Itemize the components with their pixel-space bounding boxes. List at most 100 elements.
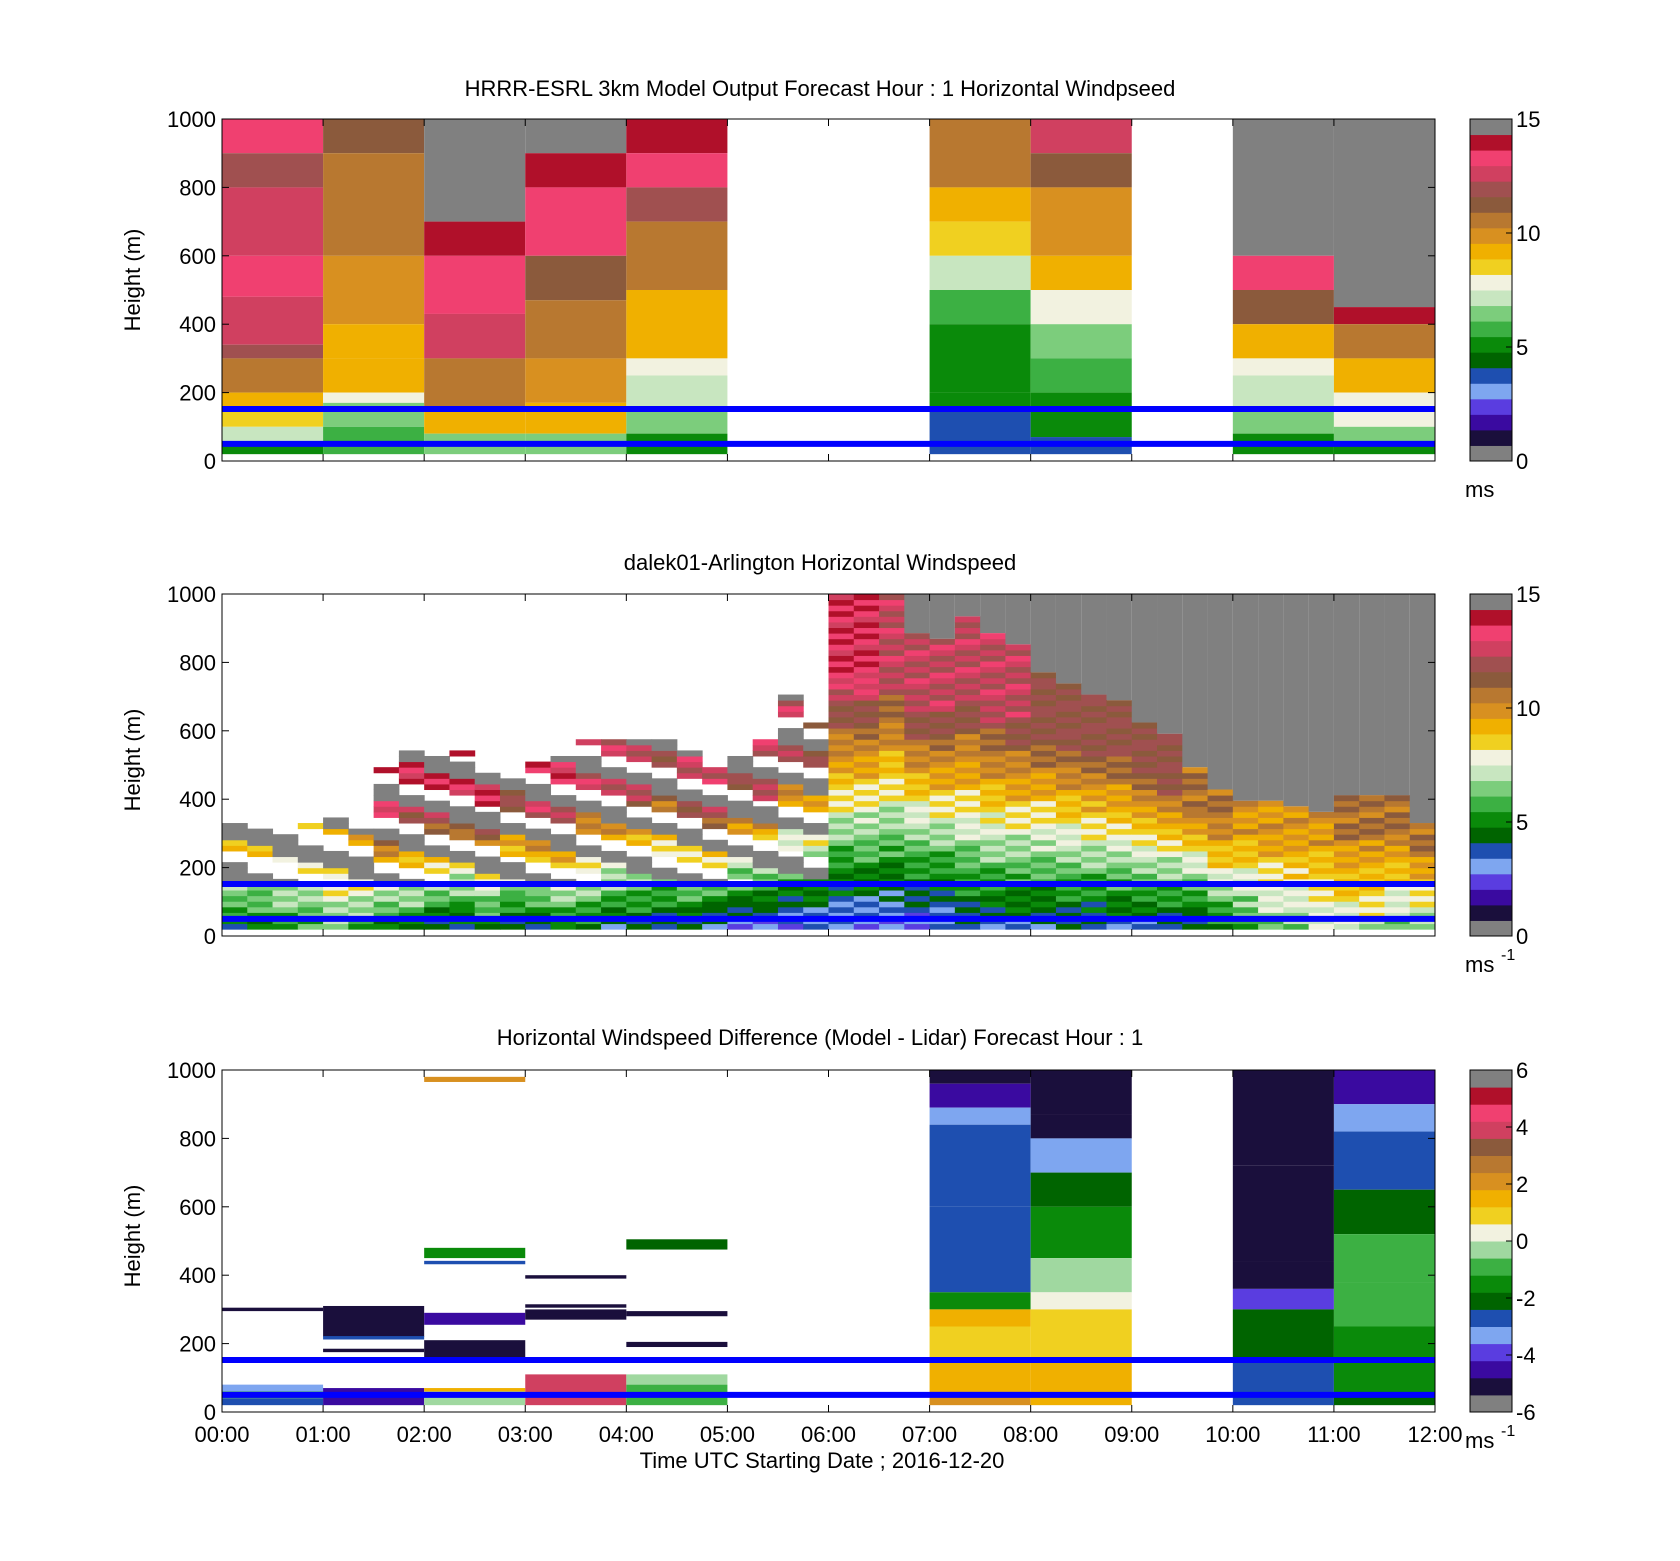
heatmap-cell: [272, 901, 299, 908]
heatmap-cell: [449, 823, 476, 830]
heatmap-cell: [1106, 795, 1133, 802]
heatmap-cell: [449, 761, 476, 768]
heatmap-cell: [1232, 906, 1259, 913]
heatmap-cell: [373, 806, 400, 813]
heatmap-cell: [879, 873, 905, 880]
heatmap-cell: [1207, 850, 1234, 858]
heatmap-cell: [828, 772, 855, 779]
heatmap-cell: [1157, 873, 1183, 880]
heatmap-cell: [1055, 795, 1082, 802]
heatmap-cell: [1283, 906, 1310, 913]
heatmap-cell: [752, 856, 779, 863]
heatmap-cell: [1333, 828, 1360, 835]
heatmap-cell: [1131, 839, 1158, 846]
heatmap-cell: [980, 811, 1006, 818]
heatmap-cell: [904, 795, 931, 802]
heatmap-cell: [1409, 873, 1436, 880]
heatmap-cell: [803, 845, 829, 852]
heatmap-cell: [752, 884, 779, 891]
x-tick-label: 06:00: [801, 1422, 856, 1447]
heatmap-cell: [828, 649, 855, 656]
heatmap-cell: [449, 806, 476, 813]
heatmap-cell: [904, 800, 931, 807]
heatmap-cell: [348, 862, 375, 869]
heatmap-cell: [1359, 884, 1385, 891]
heatmap-cell: [980, 700, 1006, 707]
colorbar-swatch: [1470, 671, 1512, 688]
heatmap-cell: [828, 873, 855, 880]
x-axis-label: Time UTC Starting Date ; 2016-12-20: [640, 1448, 1005, 1473]
y-tick-label: 1000: [167, 1058, 216, 1083]
heatmap-cell: [904, 895, 931, 902]
heatmap-cell: [1131, 755, 1158, 763]
heatmap-cell: [424, 767, 450, 774]
heatmap-cell: [1409, 890, 1436, 897]
heatmap-cell: [247, 873, 274, 880]
heatmap-cell: [550, 795, 577, 802]
heatmap-cell: [1409, 834, 1436, 841]
heatmap-cell: [676, 850, 703, 858]
heatmap-cell: [626, 800, 653, 807]
heatmap-cell: [1055, 850, 1082, 858]
heatmap-cell: [1283, 901, 1310, 908]
heatmap-cell: [828, 700, 855, 707]
heatmap-cell: [499, 890, 526, 897]
heatmap-cell: [1030, 772, 1057, 779]
heatmap-cell: [1030, 850, 1057, 858]
heatmap-cell: [525, 1304, 627, 1308]
y-tick-label: 400: [179, 787, 216, 812]
heatmap-cell: [499, 873, 526, 880]
heatmap-cell: [1232, 828, 1259, 835]
colorbar-swatch: [1470, 1223, 1512, 1242]
heatmap-cell: [626, 755, 653, 763]
heatmap-cell: [1182, 772, 1209, 779]
heatmap-cell: [373, 767, 400, 774]
heatmap-cell: [1182, 594, 1208, 768]
heatmap-cell: [398, 845, 425, 852]
heatmap-cell: [575, 923, 602, 930]
heatmap-cell: [1333, 811, 1360, 818]
heatmap-cell: [980, 750, 1006, 757]
heatmap-cell: [348, 884, 375, 891]
heatmap-cell: [954, 800, 981, 807]
heatmap-cell: [1055, 783, 1082, 791]
colorbar-tick-label: 2: [1516, 1172, 1528, 1197]
heatmap-cell: [525, 806, 552, 813]
heatmap-cell: [525, 856, 552, 863]
heatmap-cell: [1005, 716, 1032, 723]
colorbar-swatch: [1470, 258, 1512, 275]
heatmap-cells: [222, 594, 1436, 930]
colorbar-swatch: [1470, 119, 1512, 136]
heatmap-cell: [373, 895, 400, 902]
heatmap-cell: [449, 884, 476, 891]
heatmap-cell: [1005, 789, 1032, 796]
y-tick-label: 600: [179, 719, 216, 744]
heatmap-cell: [1005, 655, 1032, 662]
heatmap-cell: [727, 923, 754, 930]
heatmap-cell: [1283, 873, 1310, 880]
heatmap-cell: [929, 795, 956, 802]
reference-lines: [222, 1357, 1435, 1398]
heatmap-cell: [474, 867, 501, 874]
y-tick-label: 800: [179, 650, 216, 675]
heatmap-cell: [1359, 845, 1385, 852]
heatmap-cell: [1232, 800, 1259, 807]
heatmap-cell: [752, 828, 779, 835]
heatmap-cell: [1131, 800, 1158, 807]
heatmap-cell: [1030, 153, 1132, 188]
heatmap-cell: [853, 700, 880, 707]
heatmap-cell: [980, 817, 1006, 824]
heatmap-cell: [1409, 839, 1436, 846]
heatmap-cell: [626, 290, 728, 359]
y-tick-label: 800: [179, 1126, 216, 1151]
heatmap-cell: [828, 895, 855, 902]
heatmap-cell: [752, 806, 779, 813]
heatmap-cell: [828, 800, 855, 807]
heatmap-cell: [1106, 856, 1133, 863]
colorbar-unit: ms: [1465, 1428, 1494, 1453]
heatmap-cell: [272, 923, 299, 930]
heatmap-cell: [879, 700, 905, 707]
heatmap-cell: [954, 850, 981, 858]
heatmap-cell: [904, 867, 931, 874]
heatmap-cell: [1131, 912, 1158, 919]
